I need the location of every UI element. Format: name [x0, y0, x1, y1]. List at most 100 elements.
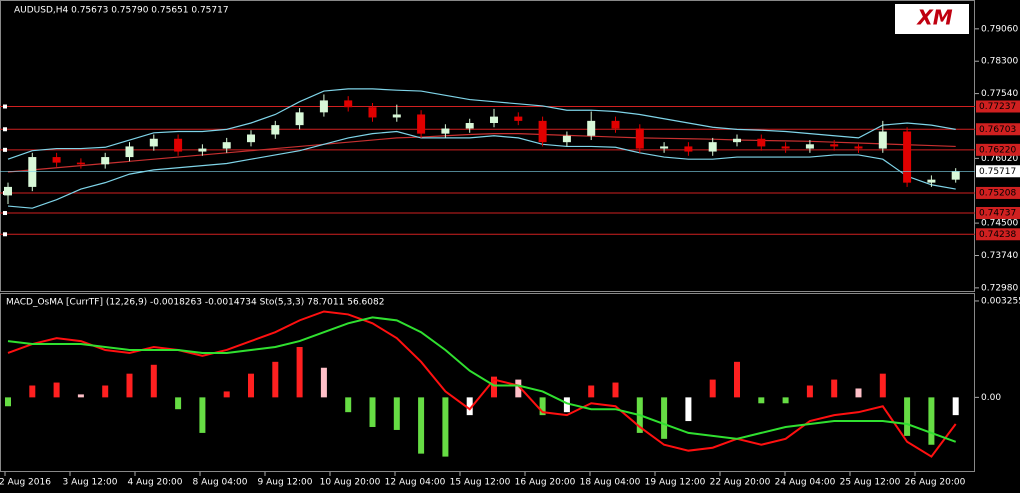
histogram-bar — [272, 361, 279, 398]
x-tick-label: 22 Aug 20:00 — [710, 478, 771, 488]
histogram-bar — [199, 397, 206, 433]
level-label: 0.76220 — [979, 145, 1016, 155]
histogram-bar — [709, 379, 716, 398]
candle-body — [951, 171, 960, 180]
level-box — [976, 207, 1020, 220]
indicator-line — [7, 316, 957, 443]
candle-body — [514, 116, 523, 121]
histogram-bar — [345, 397, 352, 413]
x-tick-label: 24 Aug 04:00 — [775, 478, 836, 488]
x-tick-label: 8 Aug 04:00 — [193, 478, 248, 488]
level-box — [976, 123, 1020, 136]
candle-body — [587, 120, 596, 136]
y-tick-label: 0.73740 — [981, 251, 1018, 261]
x-tick-label: 26 Aug 20:00 — [905, 478, 966, 488]
candle-body — [271, 125, 280, 135]
current-price-label: 0.75717 — [979, 167, 1016, 177]
candle-body — [660, 146, 669, 149]
x-tick-label: 19 Aug 12:00 — [645, 478, 706, 488]
histogram-bar — [758, 397, 765, 404]
histogram-bar — [685, 397, 692, 422]
y-tick-label: 0.76020 — [981, 154, 1018, 164]
candle-body — [708, 142, 717, 152]
level-label: 0.77237 — [979, 102, 1016, 112]
histogram-bar — [150, 364, 157, 398]
candle-body — [562, 135, 571, 143]
x-tick-label: 3 Aug 12:00 — [63, 478, 118, 488]
y-tick-label: 0.79060 — [981, 24, 1018, 34]
histogram-bar — [223, 391, 230, 398]
level-box — [976, 100, 1020, 113]
indicator-line — [7, 130, 956, 209]
histogram-bar — [296, 347, 303, 398]
logo: XM — [915, 6, 952, 30]
candle-body — [174, 138, 183, 152]
candle-body — [295, 112, 304, 126]
level-dot — [3, 104, 7, 109]
y-tick-label: 0.72980 — [981, 283, 1018, 293]
candle-body — [392, 114, 401, 118]
histogram-bar — [5, 397, 11, 407]
histogram-bar — [515, 379, 522, 398]
candle-body — [222, 142, 231, 149]
candle-body — [76, 162, 85, 165]
histogram-bar — [466, 397, 473, 416]
candle-body — [927, 179, 936, 183]
x-tick-label: 12 Aug 04:00 — [385, 478, 446, 488]
x-tick-label: 2 Aug 2016 — [0, 478, 51, 488]
candle-body — [344, 100, 353, 108]
candle-body — [538, 120, 547, 143]
candle-body — [805, 144, 814, 149]
y-tick-label: 0.003255 — [981, 296, 1020, 306]
candle-body — [465, 122, 474, 129]
candle-body — [101, 157, 110, 165]
histogram-bar — [563, 397, 570, 413]
candle-body — [52, 157, 61, 163]
histogram-bar — [320, 367, 327, 398]
candle-body — [198, 148, 207, 152]
x-tick-label: 25 Aug 12:00 — [840, 478, 901, 488]
histogram-bar — [102, 385, 109, 398]
histogram-bar — [77, 394, 84, 398]
candle-body — [635, 128, 644, 149]
histogram-bar — [831, 379, 838, 398]
candle-body — [733, 138, 741, 143]
indicator-line — [7, 88, 956, 160]
x-tick-label: 18 Aug 04:00 — [580, 478, 641, 488]
candle-body — [781, 146, 790, 149]
chart-title: AUDUSD,H4 0.75673 0.75790 0.75651 0.7571… — [14, 6, 229, 16]
histogram-bar — [418, 397, 425, 454]
candle-body — [247, 134, 255, 143]
histogram-bar — [126, 373, 133, 398]
histogram-bar — [782, 397, 789, 404]
indicator-line — [7, 310, 957, 458]
y-tick-label: 0.78300 — [981, 57, 1018, 67]
candle-body — [830, 144, 839, 147]
indicator-line — [7, 133, 956, 173]
histogram-bar — [952, 397, 959, 416]
x-tick-label: 4 Aug 20:00 — [128, 478, 183, 488]
candle-body — [757, 138, 766, 147]
current-price-box — [976, 165, 1020, 178]
candle-body — [903, 131, 912, 183]
histogram-bar — [734, 361, 740, 398]
candle-body — [490, 116, 498, 123]
x-tick-label: 9 Aug 12:00 — [258, 478, 313, 488]
macd-panel — [0, 293, 975, 472]
histogram-bar — [369, 397, 376, 427]
price-panel — [0, 0, 975, 292]
candle-body — [4, 186, 12, 196]
level-box — [976, 186, 1020, 199]
level-dot — [3, 147, 7, 152]
histogram-bar — [393, 397, 400, 430]
histogram-bar — [612, 382, 619, 398]
histogram-bar — [175, 397, 182, 410]
histogram-bar — [928, 397, 935, 445]
level-dot — [3, 127, 7, 132]
candle-body — [368, 107, 377, 118]
candle-body — [417, 114, 426, 134]
level-box — [976, 143, 1020, 156]
histogram-bar — [491, 376, 497, 398]
x-tick-label: 15 Aug 12:00 — [450, 478, 511, 488]
